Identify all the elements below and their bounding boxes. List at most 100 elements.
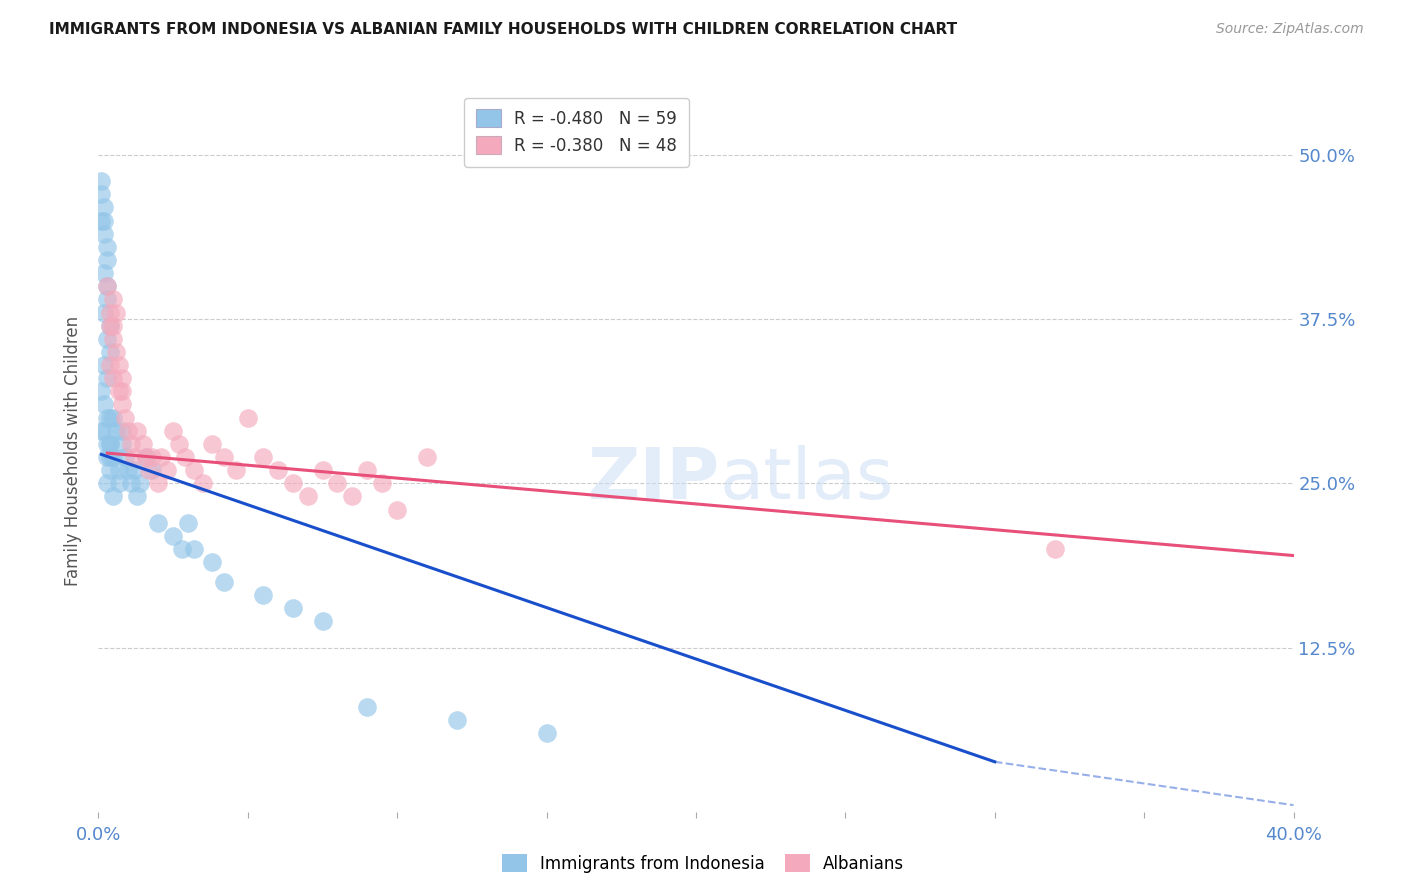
Point [174, 450, 197, 464]
Point [93, 213, 115, 227]
Point [114, 450, 136, 464]
Point [1043, 541, 1066, 556]
Point [267, 463, 290, 477]
Point [90, 213, 112, 227]
Point [108, 463, 131, 477]
Point [148, 516, 170, 530]
Point [103, 450, 125, 464]
Point [212, 574, 235, 589]
Text: atlas: atlas [720, 445, 894, 514]
Point [225, 463, 247, 477]
Point [93, 424, 115, 438]
Point [96, 279, 118, 293]
Point [111, 437, 134, 451]
Point [120, 476, 142, 491]
Point [103, 293, 125, 307]
Point [132, 437, 155, 451]
Point [90, 384, 112, 399]
Point [103, 332, 125, 346]
Point [342, 490, 364, 504]
Point [105, 305, 128, 319]
Point [96, 476, 118, 491]
Point [311, 614, 333, 628]
Point [98, 437, 122, 451]
Point [114, 410, 136, 425]
Point [98, 450, 122, 464]
Point [148, 476, 170, 491]
Point [385, 502, 409, 516]
Point [183, 541, 205, 556]
Legend: Immigrants from Indonesia, Albanians: Immigrants from Indonesia, Albanians [495, 847, 911, 880]
Point [183, 463, 205, 477]
Point [96, 252, 118, 267]
Point [103, 490, 125, 504]
Point [156, 463, 179, 477]
Point [98, 463, 122, 477]
Point [111, 384, 134, 399]
Point [98, 318, 122, 333]
Point [93, 358, 115, 372]
Point [98, 318, 122, 333]
Text: ZIP: ZIP [588, 445, 720, 514]
Point [108, 358, 131, 372]
Point [111, 397, 134, 411]
Point [98, 358, 122, 372]
Point [96, 279, 118, 293]
Point [98, 437, 122, 451]
Point [93, 397, 115, 411]
Point [281, 601, 304, 615]
Point [103, 318, 125, 333]
Point [446, 713, 468, 727]
Point [297, 490, 319, 504]
Point [536, 726, 558, 740]
Legend: R = -0.480   N = 59, R = -0.380   N = 48: R = -0.480 N = 59, R = -0.380 N = 48 [464, 97, 689, 167]
Point [201, 555, 224, 569]
Point [191, 476, 214, 491]
Point [416, 450, 439, 464]
Y-axis label: Family Households with Children: Family Households with Children [65, 316, 83, 585]
Point [105, 424, 128, 438]
Point [103, 410, 125, 425]
Point [93, 266, 115, 280]
Point [141, 450, 163, 464]
Point [281, 476, 304, 491]
Text: IMMIGRANTS FROM INDONESIA VS ALBANIAN FAMILY HOUSEHOLDS WITH CHILDREN CORRELATIO: IMMIGRANTS FROM INDONESIA VS ALBANIAN FA… [49, 22, 957, 37]
Point [162, 529, 184, 543]
Point [124, 450, 146, 464]
Point [201, 437, 224, 451]
Point [129, 476, 152, 491]
Point [90, 424, 112, 438]
Point [96, 240, 118, 254]
Point [90, 187, 112, 202]
Point [236, 410, 259, 425]
Point [90, 174, 112, 188]
Point [120, 437, 142, 451]
Point [96, 410, 118, 425]
Point [117, 424, 139, 438]
Point [96, 437, 118, 451]
Point [96, 332, 118, 346]
Point [96, 371, 118, 385]
Point [127, 490, 149, 504]
Point [167, 437, 190, 451]
Point [96, 293, 118, 307]
Point [138, 463, 160, 477]
Point [141, 463, 163, 477]
Point [172, 541, 194, 556]
Point [98, 410, 122, 425]
Point [212, 450, 235, 464]
Point [356, 699, 378, 714]
Point [326, 476, 349, 491]
Point [93, 305, 115, 319]
Point [127, 424, 149, 438]
Point [93, 227, 115, 241]
Point [311, 463, 333, 477]
Point [111, 424, 134, 438]
Point [135, 450, 157, 464]
Point [252, 588, 274, 602]
Point [103, 371, 125, 385]
Point [93, 201, 115, 215]
Point [356, 463, 378, 477]
Point [150, 450, 173, 464]
Point [371, 476, 394, 491]
